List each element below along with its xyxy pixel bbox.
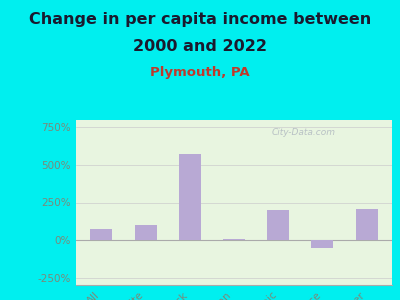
Bar — [356, 208, 378, 240]
Text: 2000 and 2022: 2000 and 2022 — [133, 39, 267, 54]
Bar — [223, 239, 245, 240]
Text: City-Data.com: City-Data.com — [272, 128, 336, 137]
Bar — [267, 210, 289, 240]
Bar — [179, 154, 201, 240]
Bar — [311, 240, 334, 247]
Bar — [90, 229, 112, 240]
Bar — [134, 225, 157, 240]
Text: Plymouth, PA: Plymouth, PA — [150, 66, 250, 79]
Text: Change in per capita income between: Change in per capita income between — [29, 12, 371, 27]
